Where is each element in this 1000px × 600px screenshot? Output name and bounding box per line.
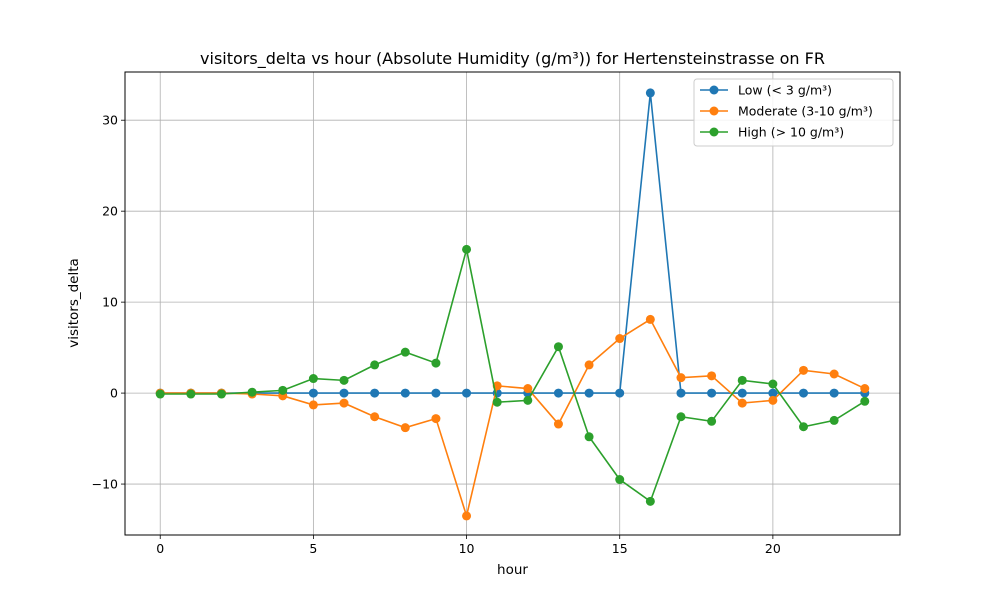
data-point <box>339 388 349 398</box>
data-point <box>462 388 472 398</box>
data-point <box>247 387 257 397</box>
x-tick-label: 20 <box>765 541 781 556</box>
data-point <box>553 419 563 429</box>
data-point <box>768 395 778 405</box>
y-tick-label: 30 <box>102 113 118 128</box>
data-point <box>829 415 839 425</box>
chart-title: visitors_delta vs hour (Absolute Humidit… <box>200 49 825 69</box>
series-3 <box>155 244 870 506</box>
data-point <box>768 379 778 389</box>
data-point <box>553 388 563 398</box>
data-point <box>278 385 288 395</box>
data-point <box>523 395 533 405</box>
data-point <box>860 396 870 406</box>
y-tick-label: −10 <box>92 477 118 492</box>
data-point <box>707 371 717 381</box>
data-point <box>615 334 625 344</box>
data-point <box>829 388 839 398</box>
data-point <box>400 423 410 433</box>
data-point <box>799 388 809 398</box>
data-point <box>645 314 655 324</box>
data-point <box>645 496 655 506</box>
legend-item: Moderate (3-10 g/m³) <box>700 104 873 119</box>
legend-item: Low (< 3 g/m³) <box>700 83 832 98</box>
data-point <box>768 388 778 398</box>
data-point <box>737 375 747 385</box>
legend-marker <box>709 127 719 137</box>
data-point <box>553 342 563 352</box>
data-point <box>370 412 380 422</box>
data-point <box>676 388 686 398</box>
legend: Low (< 3 g/m³) Moderate (3-10 g/m³) High (… <box>693 78 894 147</box>
legend-item: High (> 10 g/m³) <box>700 125 844 140</box>
legend-label: Moderate (3-10 g/m³) <box>738 104 873 119</box>
data-point <box>676 412 686 422</box>
data-point <box>523 384 533 394</box>
x-tick-label: 15 <box>612 541 628 556</box>
x-tick-label: 0 <box>156 541 164 556</box>
y-axis-label: visitors_delta <box>66 258 82 348</box>
data-point <box>462 244 472 254</box>
data-point <box>737 398 747 408</box>
y-tick-label: 10 <box>102 295 118 310</box>
data-point <box>431 388 441 398</box>
data-point <box>400 347 410 357</box>
y-tick-label: 0 <box>110 386 118 401</box>
data-point <box>370 388 380 398</box>
x-tick-label: 10 <box>459 541 475 556</box>
y-axis: −10 0 10 20 30 <box>92 113 125 492</box>
data-point <box>676 373 686 383</box>
data-point <box>737 388 747 398</box>
y-tick-label: 20 <box>102 204 118 219</box>
data-point <box>799 422 809 432</box>
data-point <box>370 360 380 370</box>
data-point <box>431 414 441 424</box>
series-layer <box>155 88 870 521</box>
plot-frame <box>124 71 901 536</box>
x-axis-label: hour <box>497 562 528 578</box>
data-point <box>308 388 318 398</box>
legend-marker <box>709 85 719 95</box>
series-line <box>160 92 865 394</box>
legend-label: High (> 10 g/m³) <box>738 125 844 140</box>
data-point <box>155 389 165 399</box>
legend-marker <box>709 106 719 116</box>
legend-label: Low (< 3 g/m³) <box>738 83 832 98</box>
data-point <box>860 384 870 394</box>
series-line <box>160 249 866 503</box>
data-point <box>186 389 196 399</box>
data-point <box>492 397 502 407</box>
data-point <box>216 389 226 399</box>
series-line <box>160 318 866 519</box>
data-point <box>799 365 809 375</box>
data-point <box>462 511 472 521</box>
x-tick-label: 5 <box>309 541 317 556</box>
data-point <box>615 388 625 398</box>
series-1 <box>155 88 870 398</box>
data-point <box>615 475 625 485</box>
data-point <box>829 369 839 379</box>
data-point <box>707 388 717 398</box>
data-point <box>707 416 717 426</box>
x-axis: 0 5 10 15 20 <box>156 535 781 556</box>
data-point <box>584 432 594 442</box>
data-point <box>308 374 318 384</box>
legend-box <box>693 78 894 147</box>
data-point <box>584 388 594 398</box>
data-point <box>400 388 410 398</box>
data-point <box>339 375 349 385</box>
data-point <box>431 358 441 368</box>
data-point <box>584 360 594 370</box>
data-point <box>308 400 318 410</box>
data-point <box>645 88 655 98</box>
data-point <box>339 398 349 408</box>
